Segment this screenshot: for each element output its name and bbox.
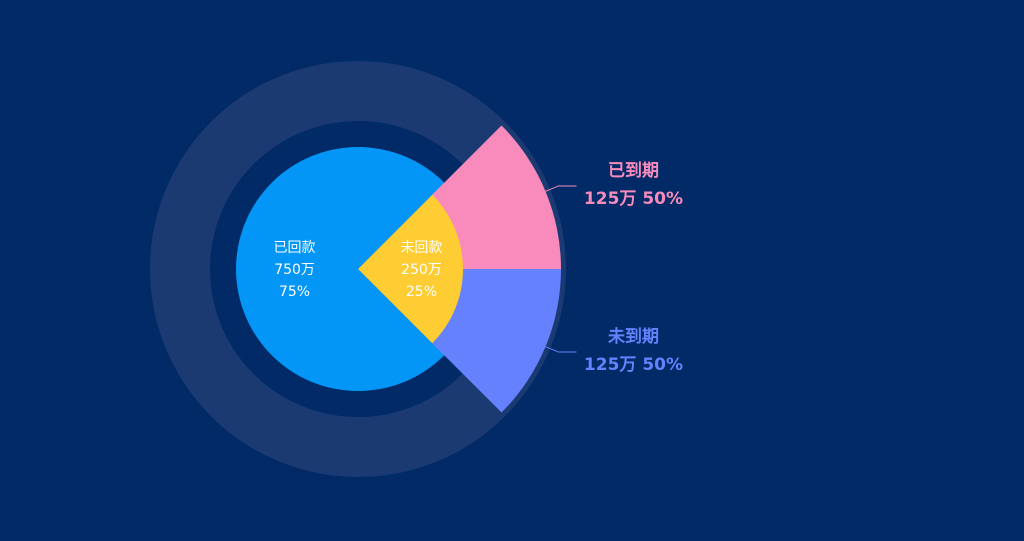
outer-label-name-a: 已到期 bbox=[608, 161, 659, 181]
inner-slice-a bbox=[235, 146, 445, 391]
outer-labels: 已到期 125万 50% 未到期 125万 50% bbox=[545, 161, 683, 375]
inner-label-value-b: 250万 bbox=[401, 262, 442, 278]
inner-label-name-b: 未回款 bbox=[400, 240, 442, 256]
leader-line-a bbox=[545, 185, 577, 192]
outer-label-value-a: 125万 50% bbox=[584, 189, 683, 209]
leader-line-b bbox=[545, 346, 577, 353]
inner-slice-b bbox=[358, 182, 480, 356]
outer-slice-b bbox=[432, 269, 561, 413]
outer-label-name-b: 未到期 bbox=[607, 326, 659, 347]
inner-label-percent-a: 75% bbox=[279, 284, 310, 300]
outer-slice-a bbox=[432, 125, 561, 269]
inner-label-value-a: 750万 bbox=[274, 262, 315, 278]
inner-pie bbox=[235, 146, 480, 391]
outer-ring bbox=[432, 125, 561, 413]
outer-label-value-b: 125万 50% bbox=[584, 355, 683, 375]
inner-labels: 已回款 750万 75% 未回款 250万 25% bbox=[274, 240, 443, 300]
inner-label-percent-b: 25% bbox=[406, 284, 437, 300]
inner-label-name-a: 已回款 bbox=[274, 240, 316, 256]
